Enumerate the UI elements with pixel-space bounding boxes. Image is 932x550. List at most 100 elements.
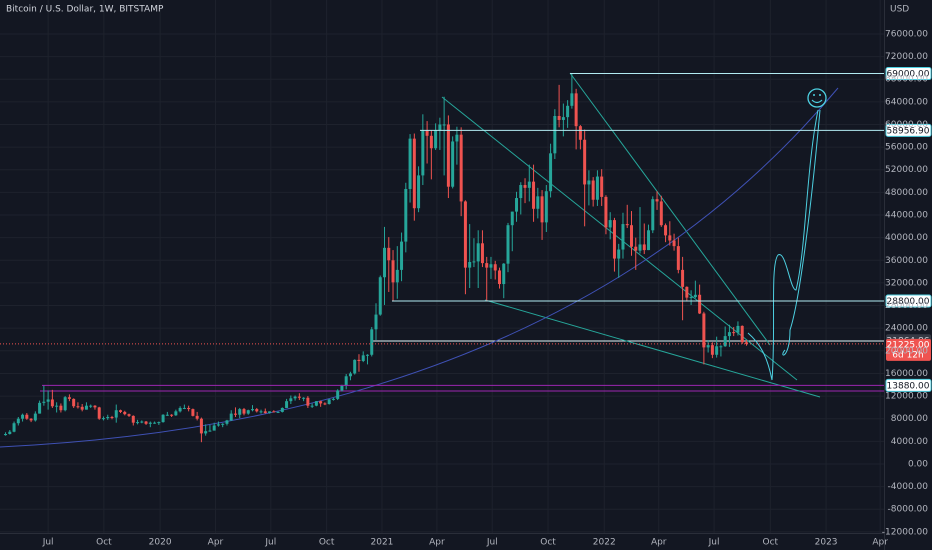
candle-body [170, 414, 174, 416]
candle-body [442, 124, 446, 126]
candle-body [702, 313, 706, 348]
candle-body [544, 191, 548, 223]
candle-body [302, 397, 306, 399]
candle-body [676, 246, 680, 270]
y-tick-label: 40000.00 [885, 233, 928, 243]
y-tick-label: 68000.00 [885, 75, 928, 85]
price-line-label-box [885, 378, 932, 392]
candle-body [468, 261, 472, 268]
candle-body [59, 405, 63, 411]
x-tick-label: Jul [42, 538, 54, 548]
x-tick-label: 2021 [371, 538, 394, 548]
candle-body [259, 411, 263, 413]
overlay: 69000.0058956.9028800.0013880.0021864.86… [0, 67, 932, 392]
x-tick-label: 2020 [149, 538, 172, 548]
candle-body [114, 410, 118, 418]
candle-body [246, 410, 250, 414]
candle-body [515, 198, 519, 212]
candle-body [591, 180, 595, 200]
candle-body [553, 115, 557, 154]
candle-body [50, 399, 54, 407]
candle-body [383, 247, 387, 278]
candle-body [736, 325, 740, 333]
candle-body [21, 414, 25, 419]
forecast-curve [747, 109, 819, 381]
candle-body [425, 130, 429, 136]
candle-body [621, 224, 625, 250]
candle-body [719, 346, 723, 348]
y-tick-label: 44000.00 [885, 211, 928, 221]
candle-body [647, 230, 651, 251]
candle-body [502, 263, 506, 285]
candle-body [740, 325, 744, 343]
candle-body [242, 409, 246, 414]
candle-body [148, 422, 152, 424]
candle-body [387, 247, 391, 261]
candle-body [429, 135, 433, 149]
y-tick-label: 28000.00 [885, 301, 928, 311]
candle-body [276, 411, 280, 413]
candle-body [595, 176, 599, 200]
candle-body [16, 418, 20, 424]
candle-body [178, 407, 182, 412]
candle-body [255, 409, 259, 412]
candle-body [459, 134, 463, 202]
candle-body [638, 244, 642, 251]
candle-body [272, 411, 276, 413]
candle-body [689, 297, 693, 299]
candle-body [378, 277, 382, 315]
candle-body [110, 417, 114, 419]
candle-body [29, 418, 33, 421]
smiley-mouth [811, 99, 823, 104]
candle-body [417, 175, 421, 209]
candle-body [55, 405, 59, 407]
candle-body [353, 359, 357, 374]
candle-body [84, 405, 88, 410]
candle-body [506, 225, 510, 264]
candle-body [629, 225, 633, 247]
candle-body [617, 249, 621, 259]
candle-body [561, 117, 565, 120]
candle-body [523, 185, 527, 188]
candle-body [566, 105, 570, 118]
candle-body [229, 413, 233, 421]
candle-body [314, 401, 318, 406]
candle-body [651, 199, 655, 231]
y-tick-label: 12000.00 [885, 392, 928, 402]
candle-body [527, 181, 531, 188]
candle-body [157, 422, 161, 424]
smiley-eye [813, 94, 815, 96]
candle-body [681, 269, 685, 287]
candle-body [297, 396, 301, 398]
candle-body [336, 390, 340, 399]
x-tick-label: Apr [872, 538, 888, 548]
trend-line [484, 299, 821, 398]
x-tick-label: Apr [208, 538, 224, 548]
smiley-eye [819, 94, 821, 96]
candle-body [187, 407, 191, 410]
x-tick-label: Apr [651, 538, 667, 548]
candle-body [672, 240, 676, 247]
candle-body [510, 211, 514, 226]
candle-body [727, 332, 731, 337]
x-tick-label: Oct [540, 538, 556, 548]
candle-body [80, 406, 84, 410]
candle-body [446, 124, 450, 187]
candle-body [625, 224, 629, 226]
y-tick-label: -4000.00 [888, 482, 929, 492]
price-line-label-box [885, 123, 932, 137]
candle-body [570, 93, 574, 106]
candle-body [706, 345, 710, 348]
candle-body [131, 415, 135, 423]
y-tick-label: 32000.00 [885, 278, 928, 288]
candle-body [216, 424, 220, 426]
candle-body [472, 261, 476, 263]
y-tick-label: 24000.00 [885, 324, 928, 334]
candle-body [574, 93, 578, 127]
candle-body [140, 421, 144, 423]
candle-body [306, 397, 310, 406]
smiley-icon [807, 88, 827, 108]
candle-body [348, 373, 352, 377]
candle-body [434, 130, 438, 149]
